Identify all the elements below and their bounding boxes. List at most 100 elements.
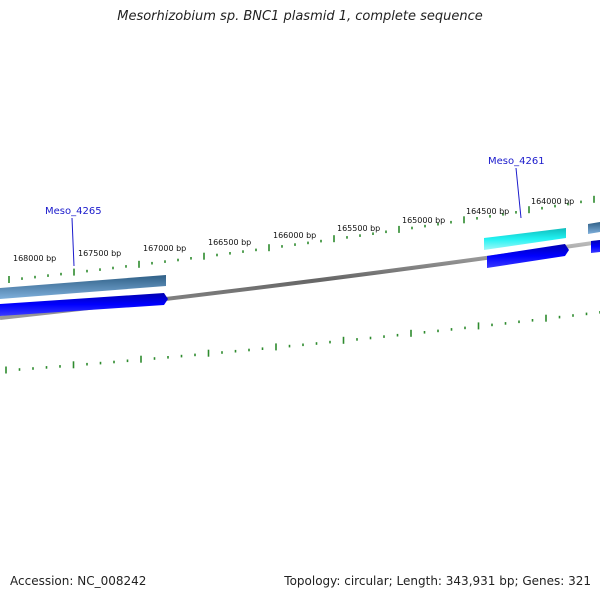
minor-tick (437, 222, 439, 226)
minor-tick (307, 241, 309, 245)
minor-tick (261, 347, 264, 350)
tick-label: 166500 bp (208, 238, 251, 247)
gene-label: Meso_4265 (45, 206, 102, 217)
minor-tick (531, 319, 534, 322)
minor-tick (21, 277, 23, 280)
major-tick (333, 235, 335, 243)
minor-tick (99, 361, 102, 365)
minor-tick (190, 257, 192, 260)
minor-tick (558, 315, 561, 319)
gene-label: Meso_4261 (488, 156, 545, 167)
minor-tick (554, 204, 556, 208)
major-tick (545, 314, 547, 322)
minor-tick (450, 328, 453, 331)
major-tick (593, 195, 595, 203)
major-tick (5, 366, 7, 374)
map-title: Mesorhizobium sp. BNC1 plasmid 1, comple… (117, 9, 483, 24)
minor-tick (423, 331, 426, 334)
topology-summary: Topology: circular; Length: 343,931 bp; … (284, 574, 591, 588)
minor-tick (450, 220, 452, 224)
minor-tick (221, 351, 223, 354)
minor-tick (229, 252, 231, 255)
minor-tick (18, 368, 21, 371)
minor-tick (572, 314, 574, 317)
minor-tick (86, 269, 88, 273)
minor-tick (356, 338, 358, 341)
gene-meso-4261-blue-arrow (487, 244, 569, 268)
tick-label: 167000 bp (143, 244, 186, 253)
minor-tick (491, 323, 493, 327)
minor-tick (112, 266, 114, 270)
major-tick (207, 349, 210, 357)
minor-tick (518, 320, 520, 324)
minor-tick (281, 245, 283, 248)
major-tick (8, 276, 10, 283)
minor-tick (255, 248, 257, 252)
gene-meso-4265-blue-arrow (0, 293, 168, 316)
minor-tick (476, 217, 478, 220)
minor-tick (125, 265, 127, 268)
major-tick (203, 252, 205, 260)
minor-tick (126, 359, 129, 363)
minor-tick (248, 348, 250, 352)
minor-tick (315, 342, 318, 345)
minor-tick (411, 226, 413, 230)
minor-tick (464, 326, 466, 330)
minor-tick (385, 230, 387, 234)
gene-meso-4261[interactable]: Meso_4261 (484, 156, 569, 268)
minor-tick (437, 329, 439, 333)
minor-tick (515, 211, 517, 214)
tick-label: 166000 bp (273, 231, 316, 240)
minor-tick (47, 274, 49, 277)
gene-meso-4261-cyan-arrow (484, 228, 566, 250)
gene-meso-4265-leader-line (71, 217, 75, 267)
minor-tick (359, 234, 361, 237)
major-tick (72, 361, 75, 369)
minor-tick (288, 344, 291, 348)
gene-offscreen-outer-arrow (588, 222, 600, 234)
minor-tick (242, 250, 244, 253)
minor-tick (396, 333, 399, 337)
tick-label: 165000 bp (402, 216, 445, 225)
minor-tick (502, 213, 504, 216)
tick-label: 165500 bp (337, 224, 380, 233)
minor-tick (153, 357, 156, 360)
minor-tick (60, 272, 62, 276)
tick-label: 164500 bp (466, 207, 509, 216)
gene-offscreen-blue-arrow (591, 240, 600, 253)
minor-tick (167, 356, 169, 359)
major-tick (463, 216, 465, 224)
minor-tick (320, 239, 322, 243)
major-tick (138, 260, 140, 268)
minor-tick (369, 336, 372, 340)
minor-tick (383, 335, 385, 338)
minor-tick (194, 353, 196, 357)
minor-tick (329, 340, 331, 344)
minor-tick (151, 261, 153, 265)
major-tick (410, 329, 412, 337)
tick-label: 167500 bp (78, 249, 121, 258)
minor-tick (234, 349, 237, 353)
major-tick (528, 206, 530, 214)
minor-tick (113, 360, 115, 364)
minor-tick (504, 322, 507, 325)
minor-tick (346, 236, 348, 239)
major-tick (398, 225, 400, 233)
major-tick (140, 355, 142, 363)
minor-tick (59, 365, 61, 368)
minor-tick (45, 366, 48, 369)
major-tick (275, 343, 277, 351)
gene-meso-4261-leader-line (515, 167, 522, 219)
major-tick (477, 322, 480, 330)
tick-label: 168000 bp (13, 254, 56, 263)
minor-tick (180, 354, 183, 358)
gene-offscreen-right[interactable] (588, 222, 600, 253)
tick-row-inner (5, 311, 600, 374)
gene-meso-4265[interactable]: Meso_4265 (0, 206, 168, 316)
major-tick (268, 244, 270, 252)
minor-tick (177, 258, 179, 262)
minor-tick (99, 268, 101, 271)
gene-meso-4265-outer-arrow (0, 275, 166, 299)
minor-tick (541, 206, 543, 210)
